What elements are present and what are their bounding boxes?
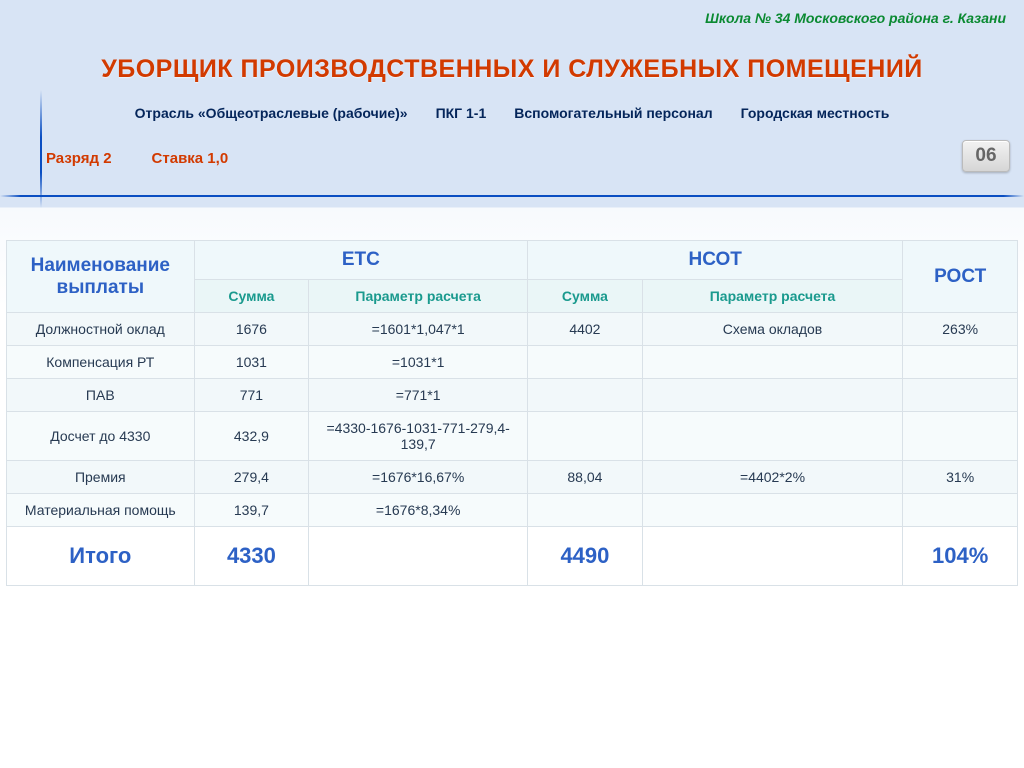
cell-rost [903,494,1018,527]
th-etc-param: Параметр расчета [309,280,528,313]
th-name: Наименование выплаты [7,241,195,313]
cell-nsot_par: =4402*2% [642,461,903,494]
th-etc-sum: Сумма [194,280,309,313]
cell-nsot_sum [528,346,643,379]
total-rost: 104% [903,527,1018,586]
total-nsot-sum: 4490 [528,527,643,586]
cell-etc_sum: 279,4 [194,461,309,494]
payment-table-wrap: Наименование выплаты ЕТС НСОТ РОСТ Сумма… [6,240,1018,586]
cell-etc_sum: 1031 [194,346,309,379]
cell-nsot_sum [528,412,643,461]
cell-name: Должностной оклад [7,313,195,346]
cell-rost [903,346,1018,379]
th-rost: РОСТ [903,241,1018,313]
cell-nsot_par [642,346,903,379]
sub-area: Городская местность [741,105,890,121]
cell-nsot_sum [528,494,643,527]
cell-nsot_par [642,494,903,527]
rank-label: Разряд 2 [46,150,112,167]
table-row: ПАВ771=771*1 [7,379,1018,412]
cell-nsot_sum: 88,04 [528,461,643,494]
table-row: Должностной оклад1676=1601*1,047*14402Сх… [7,313,1018,346]
cell-nsot_sum: 4402 [528,313,643,346]
total-label: Итого [7,527,195,586]
subtitle-row: Отрасль «Общеотраслевые (рабочие)» ПКГ 1… [0,105,1024,121]
cell-name: Компенсация РТ [7,346,195,379]
page-title: УБОРЩИК ПРОИЗВОДСТВЕННЫХ И СЛУЖЕБНЫХ ПОМ… [0,55,1024,84]
cell-name: Премия [7,461,195,494]
th-etc: ЕТС [194,241,528,280]
table-body: Должностной оклад1676=1601*1,047*14402Сх… [7,313,1018,527]
cell-etc_sum: 432,9 [194,412,309,461]
cell-nsot_par: Схема окладов [642,313,903,346]
cell-etc_sum: 139,7 [194,494,309,527]
total-etc-sum: 4330 [194,527,309,586]
total-nsot-param [642,527,903,586]
sub-industry: Отрасль «Общеотраслевые (рабочие)» [135,105,408,121]
cell-name: Материальная помощь [7,494,195,527]
th-nsot-param: Параметр расчета [642,280,903,313]
slide-number-badge: 06 [962,140,1010,172]
cell-etc_par: =1601*1,047*1 [309,313,528,346]
payment-table: Наименование выплаты ЕТС НСОТ РОСТ Сумма… [6,240,1018,586]
table-row: Премия279,4=1676*16,67%88,04=4402*2%31% [7,461,1018,494]
cell-etc_par: =1676*8,34% [309,494,528,527]
cell-etc_sum: 771 [194,379,309,412]
table-row: Материальная помощь139,7=1676*8,34% [7,494,1018,527]
cell-rost [903,379,1018,412]
cell-etc_par: =1676*16,67% [309,461,528,494]
rate-label: Ставка 1,0 [152,150,229,167]
th-nsot-sum: Сумма [528,280,643,313]
cell-nsot_sum [528,379,643,412]
cell-nsot_par [642,412,903,461]
cell-name: Досчет до 4330 [7,412,195,461]
cell-etc_sum: 1676 [194,313,309,346]
organization-label: Школа № 34 Московского района г. Казани [705,10,1006,26]
cell-rost: 263% [903,313,1018,346]
divider-horizontal [0,195,1024,197]
total-etc-param [309,527,528,586]
cell-etc_par: =771*1 [309,379,528,412]
sub-pkg: ПКГ 1-1 [436,105,487,121]
divider-vertical [40,90,42,208]
cell-rost: 31% [903,461,1018,494]
cell-nsot_par [642,379,903,412]
total-row: Итого 4330 4490 104% [7,527,1018,586]
cell-name: ПАВ [7,379,195,412]
cell-etc_par: =1031*1 [309,346,528,379]
th-nsot: НСОТ [528,241,903,280]
cell-rost [903,412,1018,461]
table-row: Компенсация РТ1031=1031*1 [7,346,1018,379]
sub-personnel: Вспомогательный персонал [514,105,712,121]
cell-etc_par: =4330-1676-1031-771-279,4-139,7 [309,412,528,461]
rank-rate-row: Разряд 2 Ставка 1,0 [46,150,228,167]
table-row: Досчет до 4330432,9=4330-1676-1031-771-2… [7,412,1018,461]
